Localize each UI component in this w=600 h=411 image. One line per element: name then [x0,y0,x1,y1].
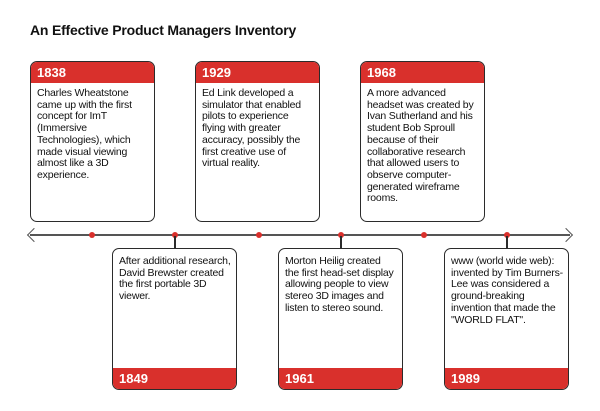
event-description: www (world wide web): invented by Tim Bu… [451,255,563,326]
event-description: A more advanced headset was created by I… [367,87,474,205]
event-card-1929: 1929 Ed Link developed a simulator that … [195,61,320,222]
event-year: 1989 [445,368,568,389]
event-year: 1838 [31,62,154,83]
timeline-dot-1838 [89,232,95,238]
event-year: 1929 [196,62,319,83]
event-card-1838: 1838 Charles Wheatstone came up with the… [30,61,155,222]
timeline-dot-1929 [256,232,262,238]
timeline-dot-1968 [421,232,427,238]
event-description: Charles Wheatstone came up with the firs… [37,87,132,181]
timeline-dot-1849 [172,232,178,238]
event-description: Ed Link developed a simulator that enabl… [202,87,301,170]
arrow-right-icon [558,227,574,243]
timeline-dot-1989 [504,232,510,238]
event-year: 1849 [113,368,236,389]
connector-1989 [506,236,508,250]
event-card-1989: www (world wide web): invented by Tim Bu… [444,248,569,390]
event-description: After additional research, David Brewste… [119,255,231,303]
event-year: 1968 [361,62,484,83]
connector-1961 [340,236,342,250]
event-card-1968: 1968 A more advanced headset was created… [360,61,485,222]
event-description: Morton Heilig created the first head-set… [285,255,394,314]
timeline-dot-1961 [338,232,344,238]
connector-1849 [174,236,176,250]
timeline-line [30,234,570,236]
event-card-1849: After additional research, David Brewste… [112,248,237,390]
event-year: 1961 [279,368,402,389]
arrow-left-icon [26,227,42,243]
page-title: An Effective Product Managers Inventory [30,22,297,38]
event-card-1961: Morton Heilig created the first head-set… [278,248,403,390]
timeline-axis [26,227,574,243]
